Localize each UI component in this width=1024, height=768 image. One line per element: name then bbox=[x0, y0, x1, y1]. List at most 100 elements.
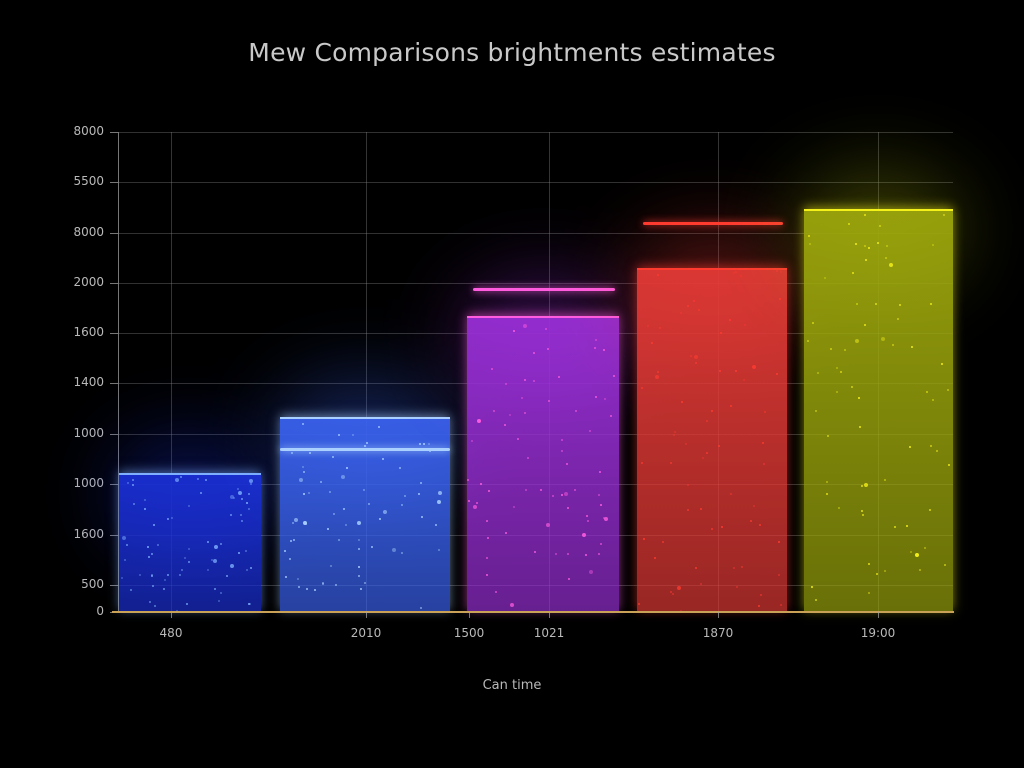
sparkle-dot bbox=[283, 550, 286, 553]
sparkle-dot bbox=[739, 274, 742, 277]
sparkle-dot bbox=[598, 553, 601, 555]
sparkle-dot bbox=[249, 566, 252, 569]
sparkle-dot bbox=[930, 445, 933, 448]
sparkle-dot bbox=[563, 492, 568, 497]
sparkle-dot bbox=[594, 339, 597, 342]
sparkle-dot bbox=[148, 555, 151, 558]
sparkle-dot bbox=[643, 537, 646, 540]
sparkle-dot bbox=[302, 423, 305, 426]
y-tick-mark bbox=[110, 585, 118, 586]
sparkle-dot bbox=[729, 319, 732, 322]
sparkle-dot bbox=[420, 515, 423, 518]
y-tick-mark bbox=[110, 383, 118, 384]
sparkle-dot bbox=[533, 551, 536, 554]
sparkle-dot bbox=[719, 331, 722, 334]
x-tick-mark bbox=[469, 612, 470, 618]
sparkle-dot bbox=[928, 509, 931, 512]
sparkle-dot bbox=[285, 575, 287, 578]
sparkle-dot bbox=[238, 551, 241, 554]
sparkle-dot bbox=[762, 463, 765, 466]
sparkle-dot bbox=[473, 504, 478, 509]
sparkle-dot bbox=[293, 518, 298, 523]
bar-4[interactable] bbox=[637, 267, 787, 612]
sparkle-dot bbox=[495, 591, 498, 594]
sparkle-dot bbox=[656, 273, 659, 276]
sparkle-dot bbox=[589, 569, 594, 574]
sparkle-dot bbox=[864, 214, 867, 217]
sparkle-dot bbox=[829, 348, 832, 351]
sparkle-dot bbox=[343, 508, 346, 511]
gridline-horizontal bbox=[118, 283, 953, 284]
sparkle-dot bbox=[826, 493, 829, 496]
sparkle-dot bbox=[599, 503, 602, 506]
x-tick-mark bbox=[366, 612, 367, 618]
sparkle-dot bbox=[924, 547, 927, 550]
marker-line-3 bbox=[473, 288, 615, 291]
sparkle-dot bbox=[838, 507, 841, 510]
sparkle-dot bbox=[220, 591, 223, 594]
sparkle-dot bbox=[302, 493, 305, 496]
sparkle-dot bbox=[567, 552, 570, 555]
sparkle-dot bbox=[244, 549, 247, 552]
sparkle-dot bbox=[863, 482, 868, 487]
sparkle-dot bbox=[565, 463, 568, 466]
sparkle-dot bbox=[153, 604, 156, 607]
sparkle-dot bbox=[504, 383, 507, 386]
bar-2[interactable] bbox=[280, 417, 450, 612]
sparkle-dot bbox=[546, 522, 551, 527]
sparkle-dot bbox=[358, 575, 361, 578]
chart-title: Mew Comparisons brightments estimates bbox=[248, 38, 776, 67]
sparkle-dot bbox=[383, 510, 388, 515]
sparkle-dot bbox=[151, 585, 154, 588]
x-tick-mark bbox=[878, 612, 879, 618]
sparkle-dot bbox=[935, 450, 938, 452]
sparkle-dot bbox=[734, 270, 737, 273]
sparkle-dot bbox=[602, 348, 605, 351]
sparkle-dot bbox=[880, 336, 885, 341]
y-tick-mark bbox=[110, 434, 118, 435]
sparkle-dot bbox=[124, 558, 127, 561]
sparkle-dot bbox=[672, 592, 675, 595]
sparkle-dot bbox=[211, 559, 214, 562]
y-tick-label: 500 bbox=[81, 577, 104, 591]
sparkle-dot bbox=[298, 585, 301, 588]
sparkle-dot bbox=[337, 434, 340, 437]
sparkle-dot bbox=[121, 577, 124, 580]
bar-1[interactable] bbox=[119, 472, 261, 612]
sparkle-dot bbox=[490, 367, 493, 370]
sparkle-dot bbox=[603, 517, 608, 522]
sparkle-dot bbox=[599, 542, 602, 545]
sparkle-dot bbox=[144, 507, 147, 510]
sparkle-dot bbox=[290, 451, 293, 454]
sparkle-dot bbox=[811, 322, 814, 325]
sparkle-dot bbox=[249, 483, 252, 486]
sparkle-dot bbox=[486, 520, 488, 523]
sparkle-dot bbox=[840, 371, 843, 374]
sparkle-dot bbox=[467, 478, 470, 481]
sparkle-dot bbox=[860, 510, 863, 513]
x-tick-label: 2010 bbox=[350, 626, 382, 640]
sparkle-dot bbox=[467, 500, 470, 503]
sparkle-dot bbox=[150, 573, 153, 576]
sparkle-dot bbox=[637, 602, 640, 605]
sparkle-dot bbox=[351, 433, 354, 436]
gridline-horizontal bbox=[118, 182, 953, 183]
sparkle-dot bbox=[144, 498, 147, 501]
y-tick-label: 2000 bbox=[73, 275, 104, 289]
sparkle-dot bbox=[670, 591, 673, 594]
gridline-vertical bbox=[171, 132, 172, 612]
marker-line-4 bbox=[643, 222, 783, 225]
sparkle-dot bbox=[164, 579, 167, 582]
sparkle-dot bbox=[753, 505, 756, 508]
sparkle-dot bbox=[212, 558, 217, 563]
sparkle-dot bbox=[479, 483, 482, 486]
bar-3[interactable] bbox=[467, 316, 619, 612]
sparkle-dot bbox=[345, 523, 348, 526]
bar-5[interactable] bbox=[804, 208, 953, 612]
x-tick-label: 480 bbox=[159, 626, 183, 640]
sparkle-dot bbox=[523, 379, 526, 382]
sparkle-dot bbox=[205, 479, 208, 482]
sparkle-dot bbox=[305, 587, 308, 590]
sparkle-dot bbox=[147, 545, 150, 548]
gridline-horizontal bbox=[118, 233, 953, 234]
